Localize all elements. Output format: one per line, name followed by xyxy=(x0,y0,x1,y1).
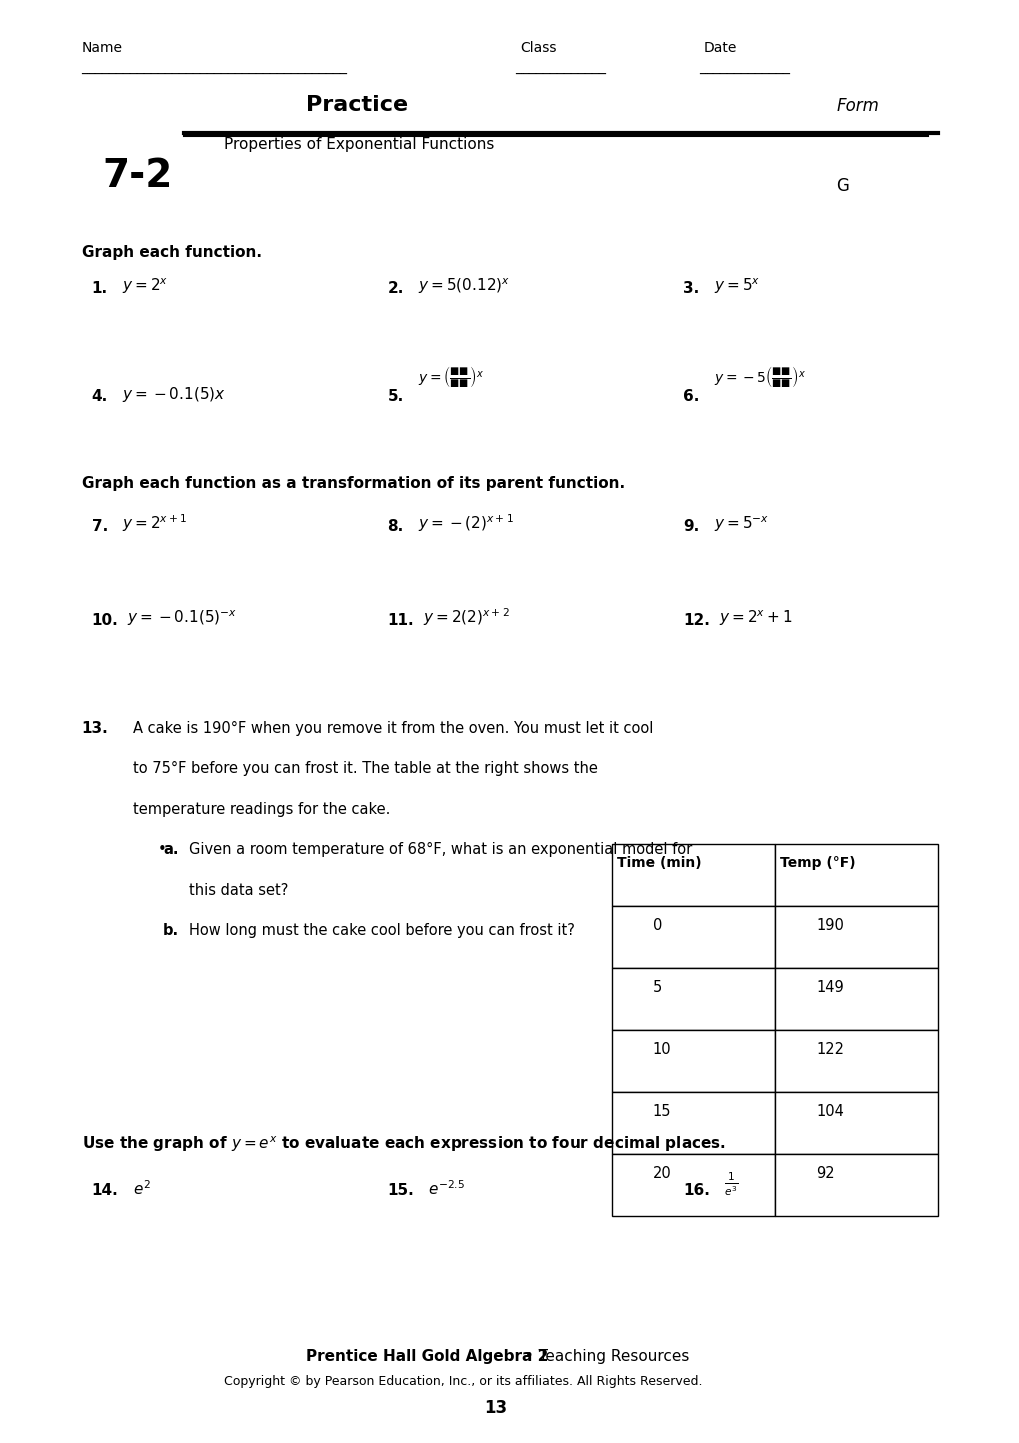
FancyBboxPatch shape xyxy=(774,968,937,1030)
Text: 3.: 3. xyxy=(683,281,699,296)
Text: •: • xyxy=(158,843,171,857)
Text: temperature readings for the cake.: temperature readings for the cake. xyxy=(132,802,389,817)
FancyBboxPatch shape xyxy=(774,1030,937,1092)
Text: Class: Class xyxy=(520,40,556,55)
Text: $y = 2^x + 1$: $y = 2^x + 1$ xyxy=(718,608,792,628)
Text: 13: 13 xyxy=(484,1400,507,1417)
Text: 122: 122 xyxy=(815,1042,843,1056)
FancyBboxPatch shape xyxy=(611,1092,774,1154)
Text: _____________: _____________ xyxy=(515,61,605,75)
Text: $e^2$: $e^2$ xyxy=(132,1179,150,1198)
Text: 12.: 12. xyxy=(683,613,709,628)
Text: • Teaching Resources: • Teaching Resources xyxy=(520,1349,689,1364)
Text: 104: 104 xyxy=(815,1104,843,1118)
Text: $y = 5(0.12)^x$: $y = 5(0.12)^x$ xyxy=(418,276,510,296)
Text: Properties of Exponential Functions: Properties of Exponential Functions xyxy=(224,137,494,152)
Text: Copyright © by Pearson Education, Inc., or its affiliates. All Rights Reserved.: Copyright © by Pearson Education, Inc., … xyxy=(224,1375,702,1388)
Text: Name: Name xyxy=(82,40,122,55)
Text: 11.: 11. xyxy=(387,613,414,628)
Text: 4.: 4. xyxy=(92,390,108,404)
Text: $y = -0.1(5)x$: $y = -0.1(5)x$ xyxy=(122,385,226,404)
Text: b.: b. xyxy=(163,924,179,938)
Text: 5.: 5. xyxy=(387,390,404,404)
Text: 20: 20 xyxy=(652,1166,671,1180)
Text: Graph each function.: Graph each function. xyxy=(82,245,261,260)
Text: 9.: 9. xyxy=(683,519,699,534)
Text: _____________: _____________ xyxy=(698,61,789,75)
Text: 15: 15 xyxy=(652,1104,671,1118)
Text: $e^{-2.5}$: $e^{-2.5}$ xyxy=(428,1179,465,1198)
Text: Prentice Hall Gold Algebra 2: Prentice Hall Gold Algebra 2 xyxy=(306,1349,548,1364)
Text: 13.: 13. xyxy=(82,722,108,736)
Text: $y = 2^x$: $y = 2^x$ xyxy=(122,276,168,296)
FancyBboxPatch shape xyxy=(774,906,937,968)
Text: How long must the cake cool before you can frost it?: How long must the cake cool before you c… xyxy=(189,924,574,938)
Text: 5: 5 xyxy=(652,980,661,994)
FancyBboxPatch shape xyxy=(611,1154,774,1216)
Text: to 75°F before you can frost it. The table at the right shows the: to 75°F before you can frost it. The tab… xyxy=(132,762,597,776)
Text: $y = \left(\frac{\blacksquare\blacksquare}{\blacksquare\blacksquare}\right)^x$: $y = \left(\frac{\blacksquare\blacksquar… xyxy=(418,365,484,390)
Text: ______________________________________: ______________________________________ xyxy=(82,61,347,75)
Text: 92: 92 xyxy=(815,1166,834,1180)
Text: this data set?: this data set? xyxy=(189,883,287,898)
FancyBboxPatch shape xyxy=(611,906,774,968)
Text: 15.: 15. xyxy=(387,1183,414,1198)
Text: $y = 5^x$: $y = 5^x$ xyxy=(713,276,759,296)
Text: $y = -0.1(5)^{-x}$: $y = -0.1(5)^{-x}$ xyxy=(127,608,237,628)
Text: a.: a. xyxy=(163,843,178,857)
Text: 0: 0 xyxy=(652,918,661,932)
Text: G: G xyxy=(836,177,849,195)
Text: 10.: 10. xyxy=(92,613,118,628)
Text: Practice: Practice xyxy=(306,95,408,115)
Text: 7.: 7. xyxy=(92,519,108,534)
Text: Use the graph of $y = e^x$ to evaluate each expression to four decimal places.: Use the graph of $y = e^x$ to evaluate e… xyxy=(82,1134,725,1154)
Text: Temp (°F): Temp (°F) xyxy=(780,856,855,870)
Text: $y = -5\left(\frac{\blacksquare\blacksquare}{\blacksquare\blacksquare}\right)^x$: $y = -5\left(\frac{\blacksquare\blacksqu… xyxy=(713,365,805,390)
Text: A cake is 190°F when you remove it from the oven. You must let it cool: A cake is 190°F when you remove it from … xyxy=(132,722,652,736)
Text: 190: 190 xyxy=(815,918,843,932)
Text: Date: Date xyxy=(703,40,737,55)
Text: 8.: 8. xyxy=(387,519,404,534)
Text: Graph each function as a transformation of its parent function.: Graph each function as a transformation … xyxy=(82,476,624,491)
Text: 1.: 1. xyxy=(92,281,108,296)
FancyBboxPatch shape xyxy=(611,844,774,906)
Text: 16.: 16. xyxy=(683,1183,709,1198)
Text: 7-2: 7-2 xyxy=(102,157,172,195)
Text: Given a room temperature of 68°F, what is an exponential model for: Given a room temperature of 68°F, what i… xyxy=(189,843,691,857)
Text: 10: 10 xyxy=(652,1042,671,1056)
FancyBboxPatch shape xyxy=(774,844,937,906)
Text: 6.: 6. xyxy=(683,390,699,404)
Text: $y = -(2)^{x+1}$: $y = -(2)^{x+1}$ xyxy=(418,512,514,534)
FancyBboxPatch shape xyxy=(774,1154,937,1216)
Text: 2.: 2. xyxy=(387,281,404,296)
Text: Form: Form xyxy=(836,98,878,115)
Text: $y = 5^{-x}$: $y = 5^{-x}$ xyxy=(713,514,768,534)
Text: 14.: 14. xyxy=(92,1183,118,1198)
Text: $\frac{1}{e^3}$: $\frac{1}{e^3}$ xyxy=(723,1170,738,1198)
Text: Time (min): Time (min) xyxy=(616,856,701,870)
FancyBboxPatch shape xyxy=(611,968,774,1030)
Text: $y = 2^{x+1}$: $y = 2^{x+1}$ xyxy=(122,512,187,534)
Text: 149: 149 xyxy=(815,980,843,994)
Text: $y = 2(2)^{x+2}$: $y = 2(2)^{x+2}$ xyxy=(423,606,510,628)
FancyBboxPatch shape xyxy=(611,1030,774,1092)
FancyBboxPatch shape xyxy=(774,1092,937,1154)
